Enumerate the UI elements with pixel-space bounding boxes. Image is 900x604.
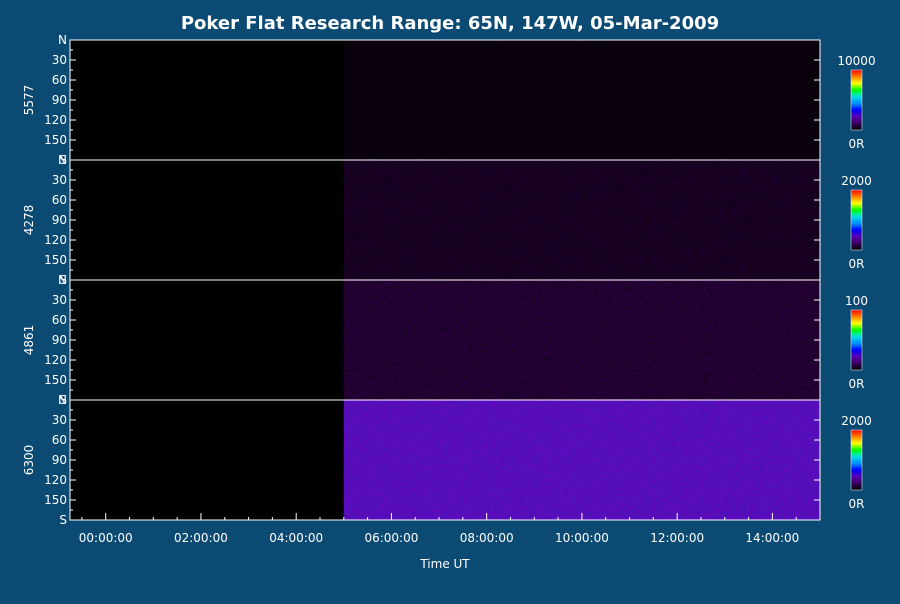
y-tick-label: 90 [52, 93, 67, 107]
panel-wavelength-label: 6300 [22, 445, 36, 476]
panel-5577: N 30 60 90 120 150 S 5577 10000 0R [22, 33, 876, 167]
color-bar-max: 2000 [841, 174, 872, 188]
panel-4861: N 30 60 90 120 150 S 4861 100 0R [22, 273, 868, 407]
color-bar-min: 0R [849, 137, 865, 151]
y-tick-label: 60 [52, 193, 67, 207]
x-tick-label: 10:00:00 [555, 531, 609, 545]
y-tick-label: 60 [52, 73, 67, 87]
y-tick-label: 60 [52, 433, 67, 447]
y-tick-label: N [58, 153, 67, 167]
y-tick-label: 30 [52, 53, 67, 67]
color-bar [850, 429, 863, 491]
y-tick-label: S [59, 153, 67, 167]
panel-4278: N 30 60 90 120 150 S 4278 2000 0R [22, 153, 872, 287]
emission-noise [343, 160, 820, 280]
y-tick-label: 120 [44, 353, 67, 367]
panel-wavelength-label: 4861 [22, 325, 36, 356]
y-tick-label: 120 [44, 113, 67, 127]
y-tick-label: 150 [44, 133, 67, 147]
emission-noise [343, 40, 820, 160]
y-tick-label: 30 [52, 173, 67, 187]
y-tick-label: S [59, 393, 67, 407]
y-tick-label: S [59, 273, 67, 287]
y-tick-label: N [58, 33, 67, 47]
panel-wavelength-label: 4278 [22, 205, 36, 236]
color-bar-max: 10000 [837, 54, 875, 68]
x-axis-label: Time UT [419, 557, 470, 571]
panels: N 30 60 90 120 150 S 5577 10000 0R N 30 60 90 120 150 S 4… [22, 33, 876, 527]
emission-noise [343, 280, 820, 400]
y-tick-label: 60 [52, 313, 67, 327]
y-tick-label: 150 [44, 493, 67, 507]
x-tick-label: 08:00:00 [460, 531, 514, 545]
y-tick-label: 120 [44, 473, 67, 487]
color-bar [850, 309, 863, 371]
x-tick-label: 06:00:00 [364, 531, 418, 545]
x-tick-label: 14:00:00 [745, 531, 799, 545]
chart-title: Poker Flat Research Range: 65N, 147W, 05… [181, 13, 719, 34]
x-tick-label: 04:00:00 [269, 531, 323, 545]
x-axis: 00:00:00 02:00:00 04:00:00 06:00:00 08:00:00… [79, 513, 821, 545]
x-tick-label: 00:00:00 [79, 531, 133, 545]
emission-noise [343, 400, 820, 520]
y-tick-label: 150 [44, 373, 67, 387]
color-bar-min: 0R [849, 377, 865, 391]
y-tick-label: N [58, 273, 67, 287]
y-tick-label: 30 [52, 413, 67, 427]
color-bar-max: 100 [845, 294, 868, 308]
y-tick-label: N [58, 393, 67, 407]
panel-6300: N 30 60 90 120 150 S 6300 2000 0R [22, 393, 872, 527]
y-tick-label: S [59, 513, 67, 527]
x-tick-label: 02:00:00 [174, 531, 228, 545]
x-tick-label: 12:00:00 [650, 531, 704, 545]
y-tick-label: 90 [52, 213, 67, 227]
color-bar [850, 69, 863, 131]
panel-wavelength-label: 5577 [22, 85, 36, 116]
color-bar-max: 2000 [841, 414, 872, 428]
y-tick-label: 120 [44, 233, 67, 247]
color-bar [850, 189, 863, 251]
y-tick-label: 150 [44, 253, 67, 267]
color-bar-min: 0R [849, 257, 865, 271]
y-tick-label: 90 [52, 333, 67, 347]
color-bar-min: 0R [849, 497, 865, 511]
y-tick-label: 30 [52, 293, 67, 307]
y-tick-label: 90 [52, 453, 67, 467]
